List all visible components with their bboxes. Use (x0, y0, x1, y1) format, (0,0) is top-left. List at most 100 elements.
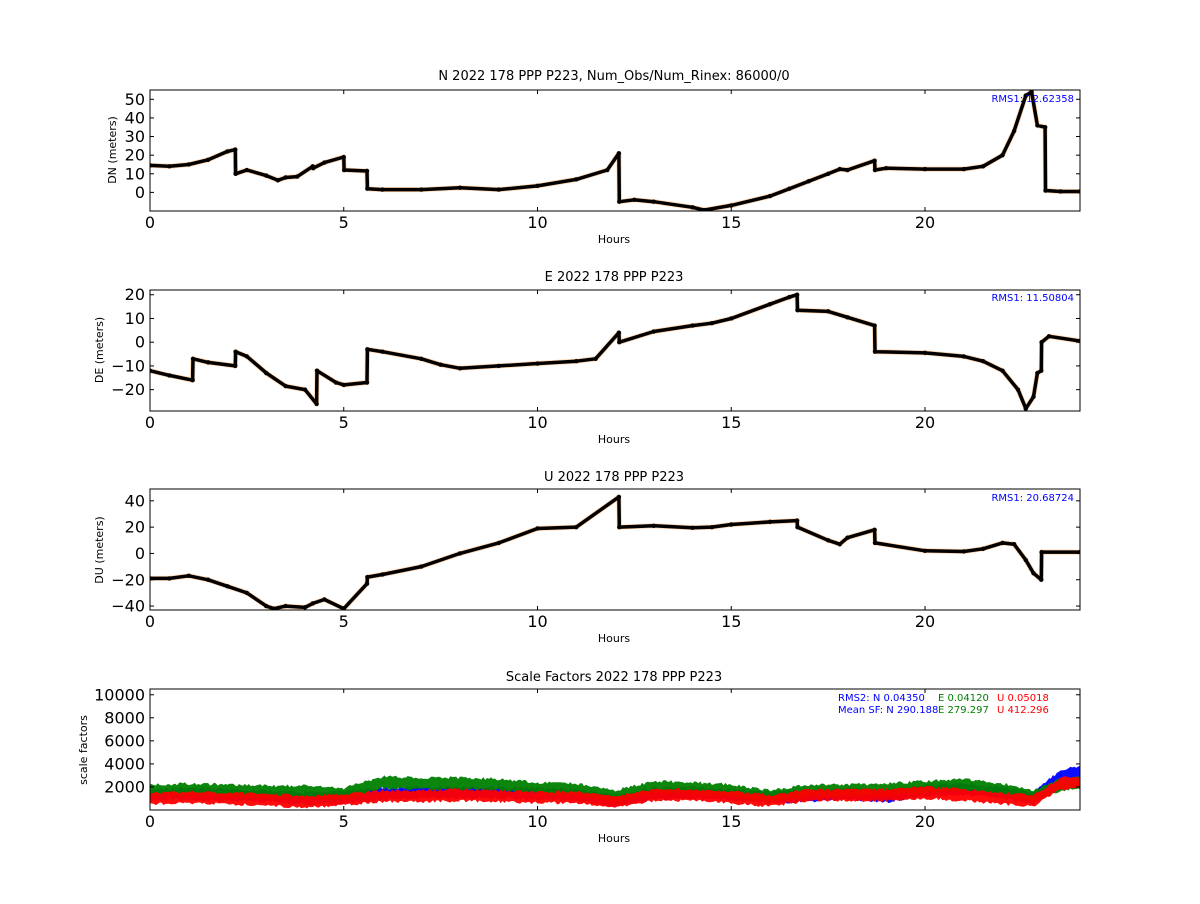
sf-point-U (885, 794, 888, 797)
data-point (729, 316, 734, 321)
panel-n-title: N 2022 178 PPP P223, Num_Obs/Num_Rinex: … (438, 69, 789, 84)
data-point (961, 354, 966, 359)
data-point (1015, 387, 1021, 392)
ytick-label: −40 (111, 597, 145, 616)
data-point (264, 370, 269, 376)
sf-point-U (187, 796, 190, 799)
data-point (616, 330, 622, 335)
xtick-label: 20 (915, 213, 935, 232)
data-point (314, 401, 319, 407)
xtick-label: 5 (339, 612, 349, 631)
ytick-label: −10 (111, 356, 145, 375)
panel-u-ticks: 0 5 10 15 20 −40 −20 0 20 40 (111, 489, 1080, 631)
data-point (205, 577, 211, 582)
data-point (1011, 542, 1017, 547)
data-point (872, 527, 877, 532)
data-point (1043, 188, 1048, 193)
data-point (961, 549, 966, 554)
sf-point-U (652, 794, 655, 797)
series-line (150, 495, 1080, 610)
data-point (1023, 557, 1028, 563)
sf-point-U (1059, 782, 1062, 785)
ytick-label: 0 (135, 544, 145, 563)
data-point (1029, 90, 1034, 95)
data-point (380, 187, 385, 192)
data-point (244, 354, 250, 359)
data-point (651, 523, 656, 529)
data-point (295, 174, 300, 179)
data-point (233, 363, 238, 369)
data-point (701, 207, 707, 211)
data-point (980, 358, 986, 364)
data-point (825, 538, 831, 543)
data-point (1039, 549, 1044, 555)
data-point (825, 171, 831, 176)
panel-sf-title: Scale Factors 2022 178 PPP P223 (506, 670, 722, 685)
panel-e-frame (149, 289, 1081, 412)
data-point (961, 166, 966, 172)
data-point (225, 149, 230, 154)
sf-point-U (226, 797, 229, 800)
data-point (271, 606, 277, 610)
panel-n-marks (150, 90, 1080, 211)
ytick-label: 0 (135, 183, 145, 202)
data-point (496, 187, 501, 192)
ytick-label: 20 (125, 518, 145, 537)
data-point (419, 356, 424, 362)
data-point (496, 363, 501, 369)
ytick-label: 40 (125, 491, 145, 510)
sf-point-E (652, 785, 655, 788)
series-line (150, 90, 1080, 211)
sf-point-U (575, 796, 578, 799)
sf-point-U (807, 794, 810, 797)
sf-point-E (342, 792, 345, 795)
ytick-label: 10 (125, 309, 145, 328)
panel-n-ylabel: DN (meters) (106, 116, 119, 184)
sf-point-E (459, 782, 461, 785)
panel-u-rms-note: RMS1: 20.68724 (991, 493, 1074, 504)
data-point (186, 573, 191, 579)
data-point (310, 165, 316, 171)
ytick-label: 0 (135, 333, 145, 352)
data-point (837, 542, 842, 547)
panel-u: U 2022 178 PPP P223 0 5 10 15 20−40−2002040 … (93, 470, 1081, 645)
sf-point-U (304, 800, 306, 803)
xtick-label: 5 (339, 213, 349, 232)
data-point (651, 329, 656, 334)
panel-sf-rms2-u: U 0.05018 (997, 693, 1049, 704)
data-point (980, 546, 986, 552)
data-point (283, 603, 288, 609)
data-point (617, 524, 622, 530)
data-point (341, 167, 347, 173)
xtick-label: 5 (339, 413, 349, 432)
data-point (872, 540, 878, 546)
data-point (365, 186, 370, 191)
ytick-label: −20 (111, 380, 145, 399)
data-point (709, 524, 715, 530)
panel-sf-marks (150, 765, 1080, 809)
ytick-label: 2000 (104, 777, 145, 796)
data-point (1023, 93, 1028, 98)
sf-point-E (381, 781, 384, 784)
xtick-label: 10 (527, 812, 547, 831)
data-point (767, 193, 773, 199)
xtick-label: 15 (721, 213, 741, 232)
sf-point-E (420, 782, 423, 785)
data-point (729, 203, 734, 208)
xtick-label: 15 (721, 812, 741, 831)
sf-point-U (536, 796, 539, 799)
data-point (845, 535, 850, 540)
data-point (1042, 125, 1048, 130)
data-point (364, 168, 370, 174)
data-point (1046, 334, 1052, 339)
data-point (233, 147, 238, 152)
ytick-label: 6000 (104, 731, 145, 750)
sf-point-U (691, 794, 694, 797)
data-point (233, 349, 238, 354)
data-point (825, 309, 831, 314)
panel-n-xlabel: Hours (598, 233, 630, 246)
data-point (795, 524, 800, 530)
sf-point-U (459, 794, 461, 797)
